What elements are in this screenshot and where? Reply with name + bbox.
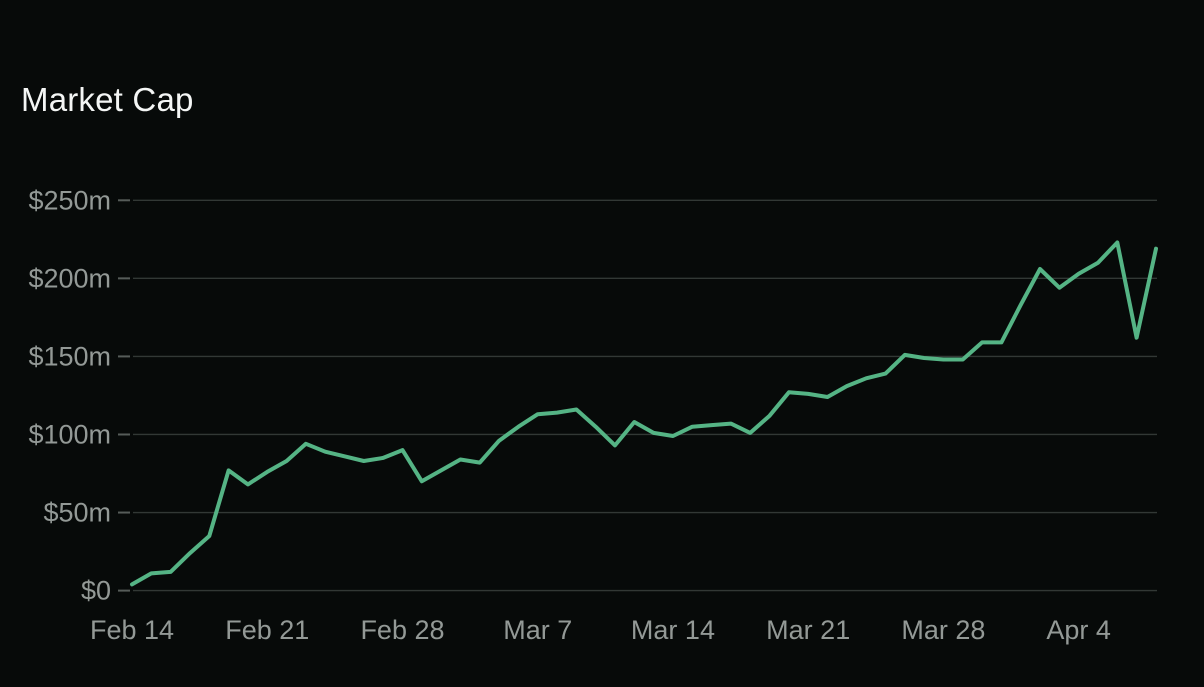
market-cap-series-line (130, 240, 1158, 587)
x-axis-label-mar-14: Mar 14 (631, 615, 715, 645)
x-axis-label-mar-21: Mar 21 (766, 615, 850, 645)
x-axis-label-feb-14: Feb 14 (90, 615, 174, 645)
y-axis-label-200: $200m (28, 263, 111, 293)
y-axis-label-0: $0 (81, 576, 111, 606)
x-axis-label-feb-28: Feb 28 (360, 615, 444, 645)
x-axis-label-mar-7: Mar 7 (503, 615, 572, 645)
y-axis-label-250: $250m (28, 185, 111, 215)
x-axis-label-mar-28: Mar 28 (901, 615, 985, 645)
x-axis-label-feb-21: Feb 21 (225, 615, 309, 645)
x-axis-label-apr-4: Apr 4 (1046, 615, 1111, 645)
y-axis-label-100: $100m (28, 419, 111, 449)
chart-title: Market Cap (21, 81, 194, 118)
y-axis-label-50: $50m (43, 498, 111, 528)
y-axis-label-150: $150m (28, 341, 111, 371)
